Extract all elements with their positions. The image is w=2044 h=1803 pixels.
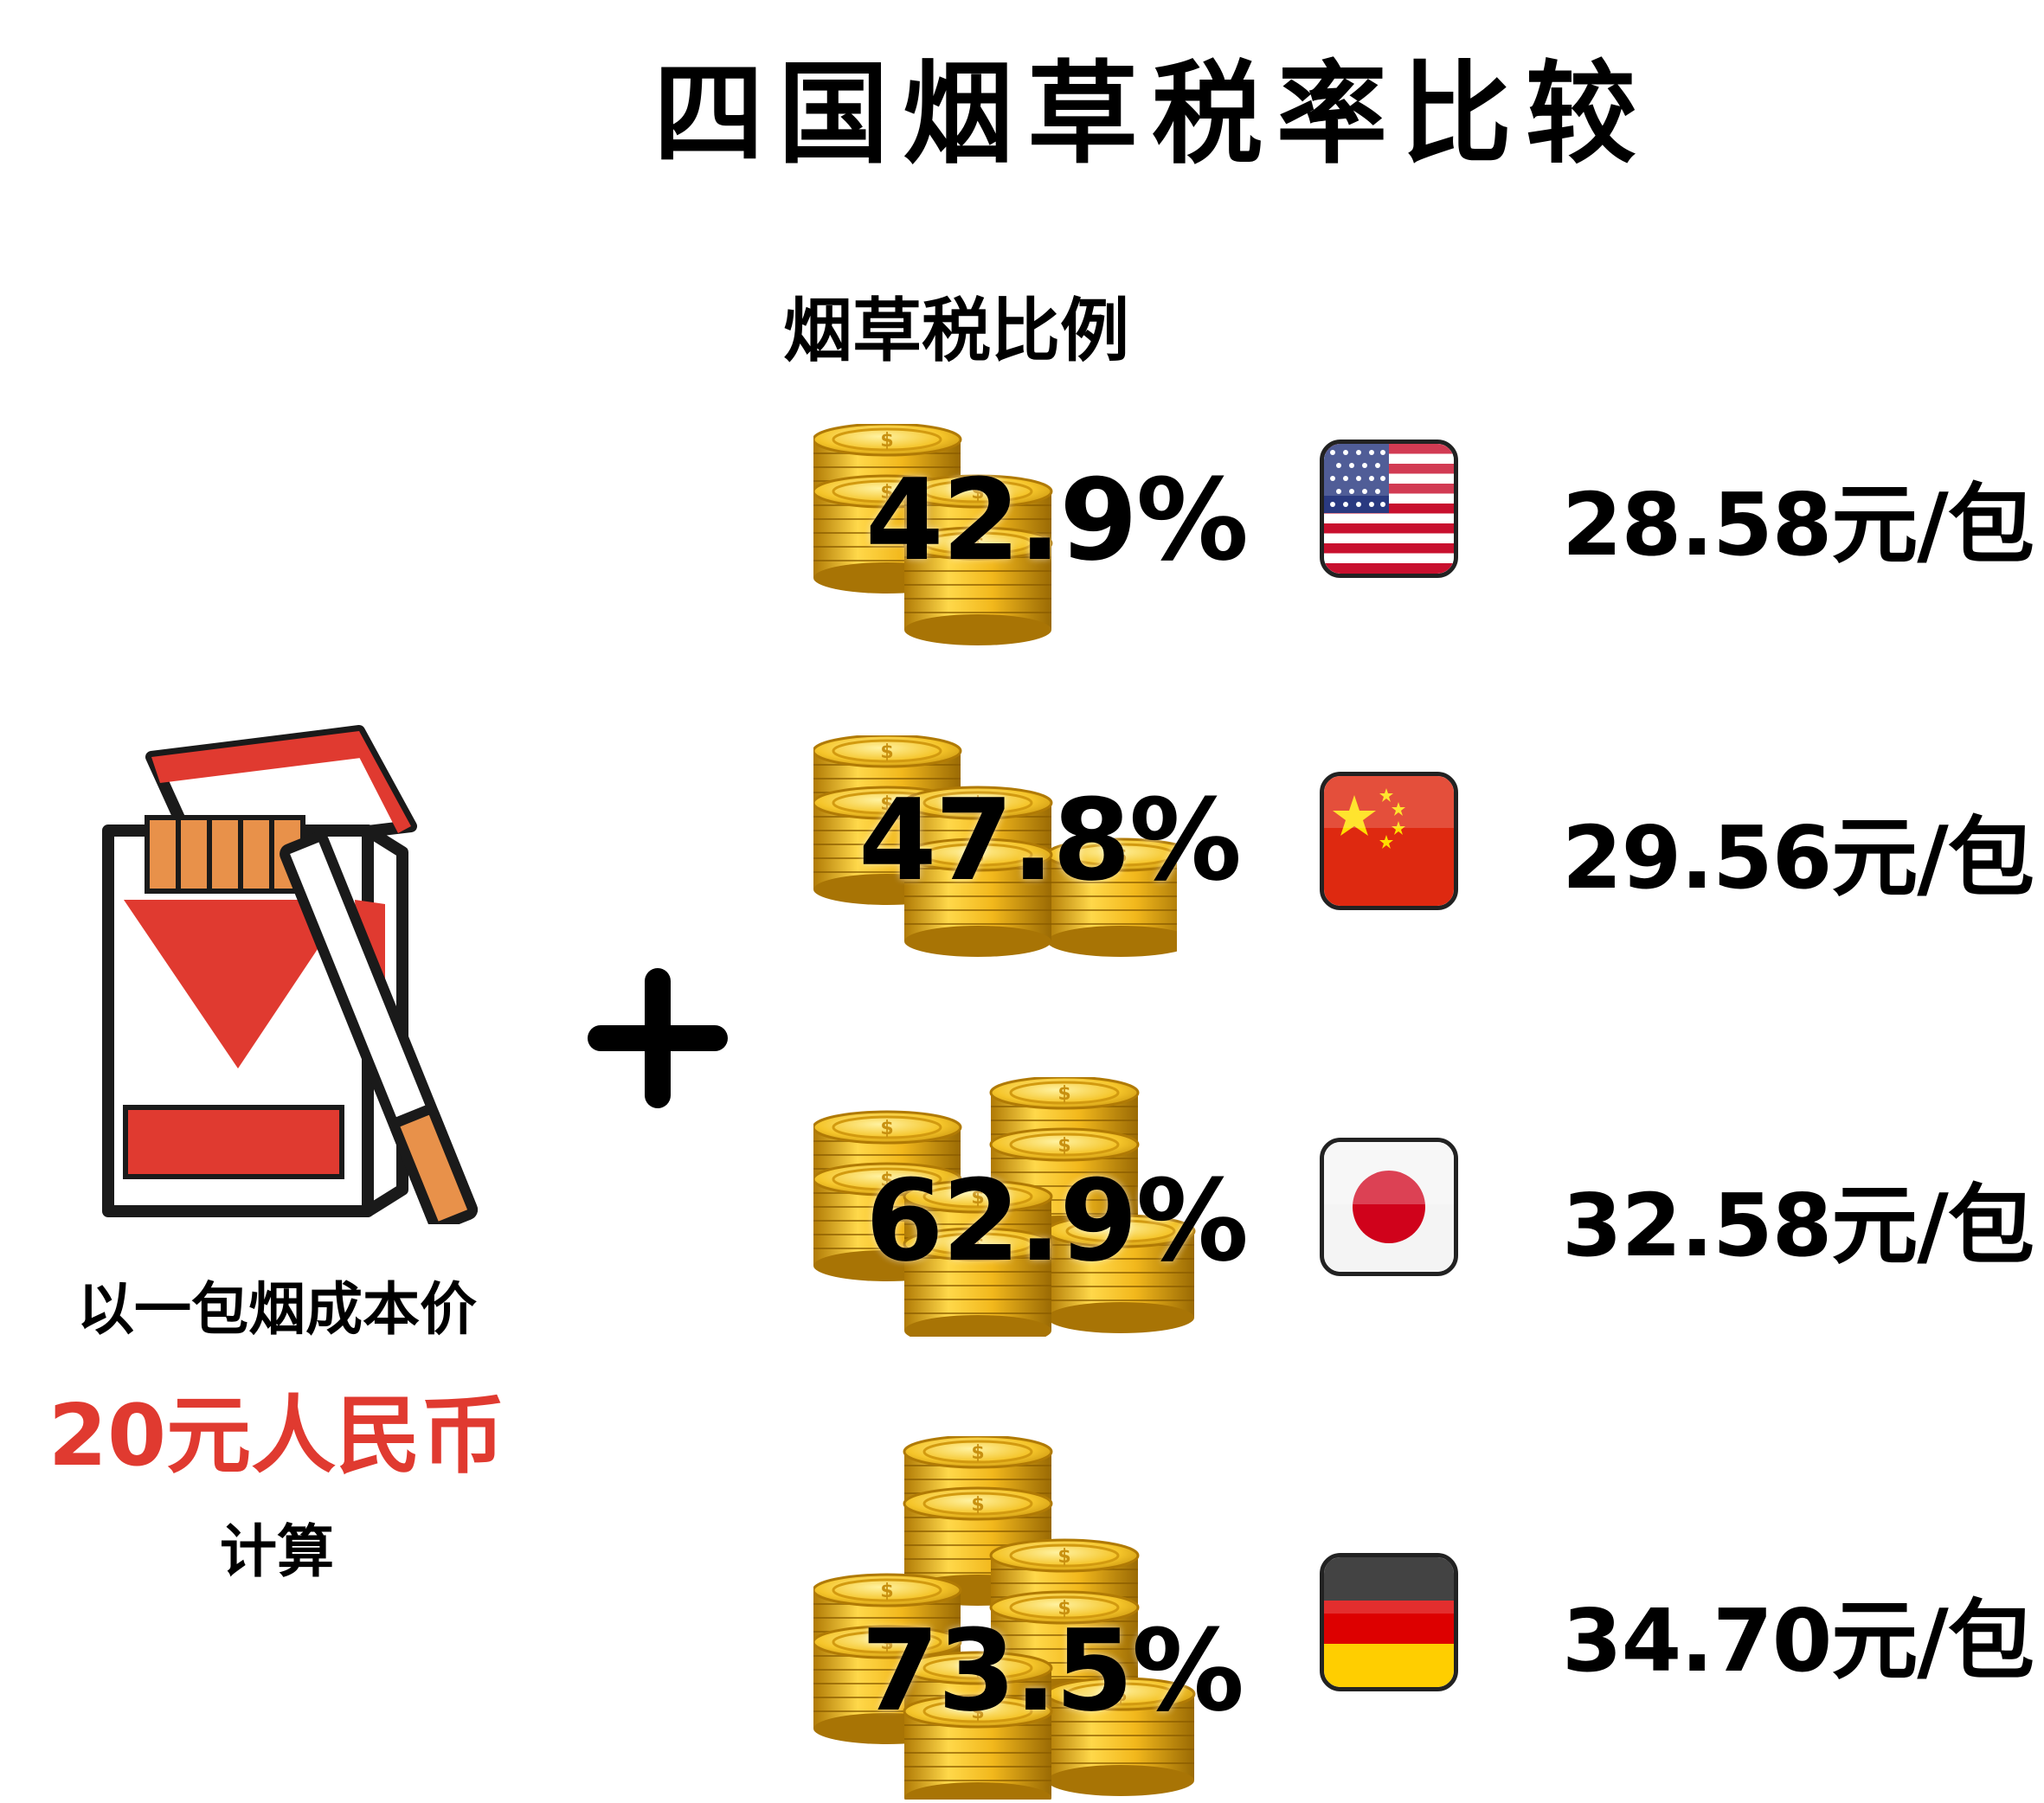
cost-basis-amount: 20元人民币 <box>48 1387 506 1485</box>
cigarette-pack-icon <box>100 722 532 1232</box>
usa-flag-icon <box>1320 440 1458 578</box>
tax-rate-japan: 62.9% <box>865 1155 1249 1286</box>
japan-flag-icon <box>1320 1138 1458 1276</box>
tax-rate-usa: 42.9% <box>865 454 1249 586</box>
china-flag-icon <box>1320 772 1458 910</box>
price-germany: 34.70元/包 <box>1562 1590 2034 1691</box>
cost-basis-line3: 计算 <box>220 1518 334 1585</box>
page-title: 四国烟草税率比较 <box>652 50 1650 179</box>
tax-ratio-heading: 烟草税比例 <box>783 291 1129 371</box>
price-usa: 28.58元/包 <box>1562 474 2034 575</box>
price-japan: 32.58元/包 <box>1562 1175 2034 1276</box>
tax-rate-china: 47.8% <box>858 774 1242 906</box>
cost-basis-line1: 以一包烟成本价 <box>77 1276 477 1343</box>
germany-flag-icon <box>1320 1553 1458 1691</box>
price-china: 29.56元/包 <box>1562 807 2034 908</box>
tax-rate-germany: 73.5% <box>861 1605 1244 1736</box>
plus-icon <box>584 965 731 1115</box>
